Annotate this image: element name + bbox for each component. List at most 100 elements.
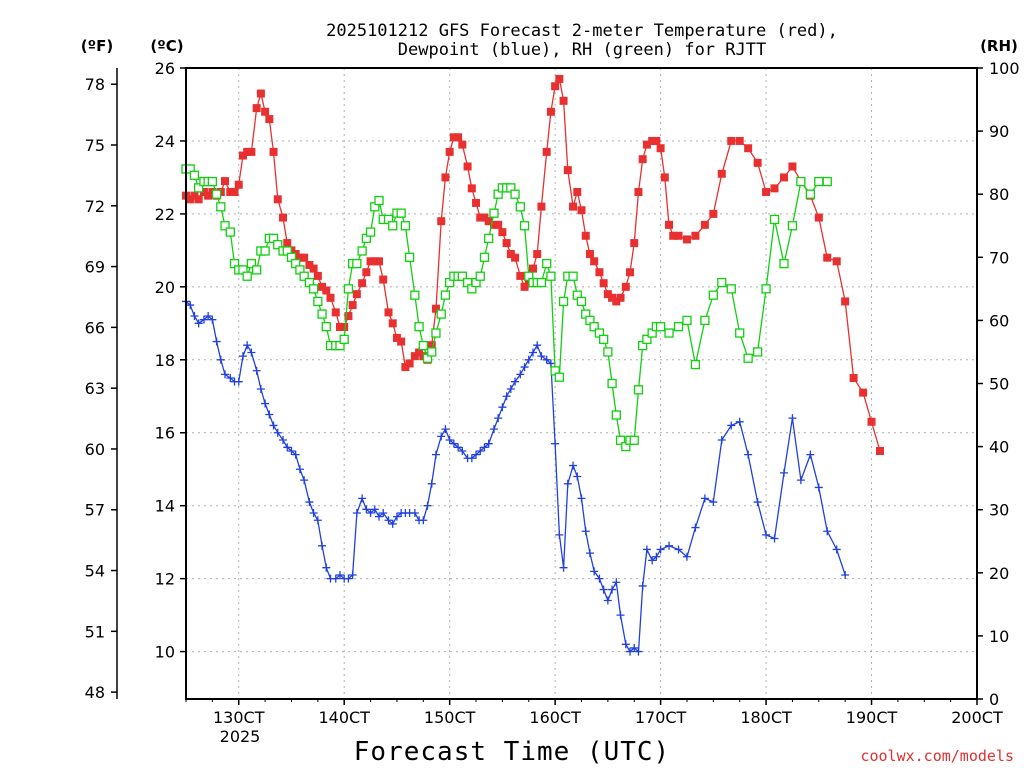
data-point-dewpoint <box>770 534 779 543</box>
data-point-dewpoint <box>322 563 331 572</box>
data-point-rh <box>735 328 745 338</box>
ytick-celsius-label: 14 <box>155 497 175 516</box>
data-point-temperature <box>410 352 419 361</box>
data-point-temperature <box>247 147 256 156</box>
data-point-temperature <box>489 220 498 229</box>
data-point-dewpoint <box>247 348 256 357</box>
data-point-dewpoint <box>476 446 485 455</box>
data-point-rh <box>515 202 525 212</box>
data-point-dewpoint <box>305 498 314 507</box>
data-point-temperature <box>472 198 481 207</box>
data-point-dewpoint <box>204 312 213 321</box>
data-point-dewpoint <box>577 494 586 503</box>
data-point-dewpoint <box>379 508 388 517</box>
data-point-rh <box>554 372 565 382</box>
data-point-temperature <box>867 417 876 426</box>
grid-lines <box>186 68 977 699</box>
xtick-label: 160CT <box>529 708 581 727</box>
data-point-rh <box>479 252 490 262</box>
data-point-temperature <box>735 136 744 145</box>
data-point-rh <box>260 246 270 256</box>
ytick-fahrenheit-label: 57 <box>85 501 105 520</box>
data-point-temperature <box>279 213 288 222</box>
chart-title-line2: Dewpoint (blue), RH (green) for RJTT <box>398 40 766 60</box>
data-point-temperature <box>595 268 604 277</box>
data-point-dewpoint <box>608 585 617 594</box>
ytick-rh-label: 80 <box>989 185 1009 204</box>
data-point-dewpoint <box>370 505 379 514</box>
data-point-temperature <box>727 136 736 145</box>
ytick-celsius-label: 26 <box>155 59 175 78</box>
data-point-rh <box>568 271 578 281</box>
data-point-temperature <box>238 151 247 160</box>
data-point-dewpoint <box>498 403 507 412</box>
data-point-temperature <box>405 359 414 368</box>
data-point-rh <box>769 214 780 225</box>
ytick-rh-label: 90 <box>989 122 1009 141</box>
data-point-rh <box>542 258 552 269</box>
data-point-rh <box>427 347 437 357</box>
data-point-temperature <box>199 188 208 197</box>
data-point-dewpoint <box>648 556 657 565</box>
ytick-rh-label: 70 <box>989 248 1009 267</box>
data-point-rh <box>717 277 727 288</box>
data-point-temperature <box>841 297 850 306</box>
data-point-dewpoint <box>621 640 630 649</box>
data-point-dewpoint <box>524 355 533 364</box>
data-point-rh <box>299 271 309 281</box>
data-point-dewpoint <box>806 450 815 459</box>
data-point-rh <box>743 353 753 363</box>
data-point-dewpoint <box>841 570 850 579</box>
data-point-rh <box>475 271 485 281</box>
data-point-rh <box>536 277 547 288</box>
data-point-temperature <box>256 89 265 98</box>
data-point-temperature <box>194 195 203 204</box>
data-point-rh <box>317 309 327 319</box>
data-point-temperature <box>190 191 199 200</box>
data-point-temperature <box>709 209 718 218</box>
ytick-fahrenheit-label: 51 <box>85 622 105 641</box>
data-point-dewpoint <box>221 370 230 379</box>
data-point-temperature <box>502 239 511 248</box>
data-point-rh <box>576 296 587 307</box>
data-point-temperature <box>744 144 753 153</box>
data-point-dewpoint <box>362 505 371 514</box>
data-point-dewpoint <box>291 450 300 459</box>
data-point-dewpoint <box>252 366 261 375</box>
data-point-dewpoint <box>709 498 718 507</box>
data-point-rh <box>246 258 257 269</box>
data-point-temperature <box>682 235 691 244</box>
plot-frame <box>185 67 978 700</box>
ytick-rh-label: 40 <box>989 438 1009 457</box>
data-point-rh <box>357 246 367 256</box>
data-point-temperature <box>309 264 318 273</box>
data-point-rh <box>404 252 415 262</box>
data-point-dewpoint <box>555 530 564 539</box>
data-point-temperature <box>506 250 515 259</box>
data-point-temperature <box>691 231 700 240</box>
data-point-dewpoint <box>238 352 247 361</box>
data-point-dewpoint <box>537 352 546 361</box>
data-point-dewpoint <box>700 494 709 503</box>
data-point-temperature <box>401 363 410 372</box>
data-point-temperature <box>392 333 401 342</box>
data-point-temperature <box>300 253 309 262</box>
data-point-dewpoint <box>638 581 647 590</box>
data-point-rh <box>700 315 710 326</box>
xtick-label: 170CT <box>635 708 687 727</box>
data-point-temperature <box>674 231 683 240</box>
data-point-temperature <box>204 191 213 200</box>
data-point-rh <box>418 340 428 351</box>
data-point-rh <box>365 227 376 237</box>
data-point-temperature <box>660 173 669 182</box>
data-point-dewpoint <box>665 541 674 550</box>
data-point-dewpoint <box>511 377 520 386</box>
data-point-dewpoint <box>269 421 278 430</box>
data-point-dewpoint <box>441 425 450 434</box>
data-point-temperature <box>326 293 335 302</box>
xtick-label: 140CT <box>318 708 370 727</box>
data-point-temperature <box>445 147 454 156</box>
xtick-label: 180CT <box>740 708 792 727</box>
data-point-temperature <box>480 213 489 222</box>
